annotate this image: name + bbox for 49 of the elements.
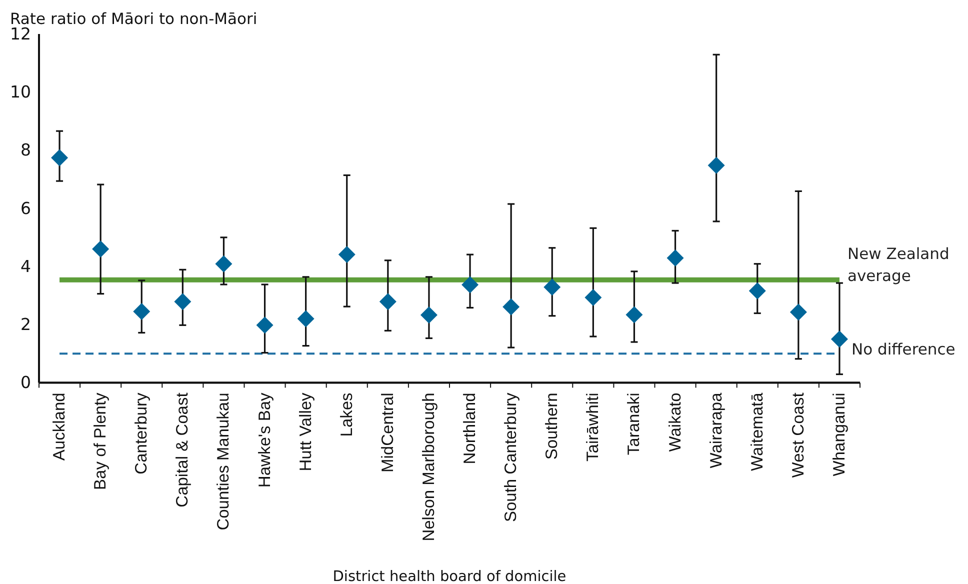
x-tick-label: Tairāwhiti	[584, 392, 602, 462]
x-tick-label: Taranaki	[625, 392, 644, 456]
point	[215, 255, 232, 272]
y-tick-label: 0	[20, 373, 31, 392]
x-tick-label: Counties Manukau	[214, 392, 233, 530]
y-tick-label: 6	[20, 198, 31, 218]
point	[51, 149, 68, 166]
ref-line-label: No difference	[851, 340, 956, 359]
point	[584, 289, 602, 306]
point	[626, 306, 643, 324]
point	[297, 310, 314, 328]
point	[420, 306, 438, 324]
point	[544, 278, 561, 296]
point	[133, 303, 150, 320]
x-tick-label: Auckland	[50, 392, 69, 461]
y-tick-label: 10	[10, 82, 31, 102]
point	[666, 250, 684, 267]
point	[502, 298, 520, 316]
x-tick-label: Northland	[461, 392, 480, 464]
point	[174, 293, 192, 310]
x-tick-label: Lakes	[338, 392, 356, 437]
point	[830, 330, 848, 348]
x-tick-label: Bay of Plenty	[92, 392, 110, 490]
x-tick-label: Waikato	[666, 392, 684, 452]
x-tick-label: South Canterbury	[502, 392, 520, 522]
x-tick-label: Whanganui	[830, 392, 848, 476]
point	[92, 240, 110, 258]
point	[748, 282, 766, 300]
point	[462, 276, 479, 294]
y-tick-label: 2	[20, 315, 31, 334]
point	[256, 316, 274, 334]
x-tick-label: Nelson Marlborough	[420, 392, 438, 542]
x-tick-label: Hawke's Bay	[256, 392, 274, 488]
point	[708, 156, 725, 174]
x-axis-title: District health board of domicile	[332, 569, 566, 584]
x-tick-label: Wairarapa	[707, 392, 726, 468]
x-tick-label: West Coast	[789, 392, 808, 478]
x-tick-label: Waitematā	[748, 392, 766, 471]
x-tick-label: Canterbury	[132, 392, 151, 474]
point	[790, 304, 807, 321]
x-tick-label: MidCentral	[378, 392, 397, 472]
x-tick-label: Southern	[543, 392, 562, 460]
point	[379, 293, 396, 310]
ref-line-label: New Zealand average	[847, 244, 950, 285]
point	[338, 246, 356, 264]
y-tick-label: 8	[20, 140, 31, 160]
x-tick-label: Hutt Valley	[296, 392, 315, 472]
x-tick-label: Capital & Coast	[174, 392, 192, 508]
y-tick-label: 4	[20, 256, 31, 276]
